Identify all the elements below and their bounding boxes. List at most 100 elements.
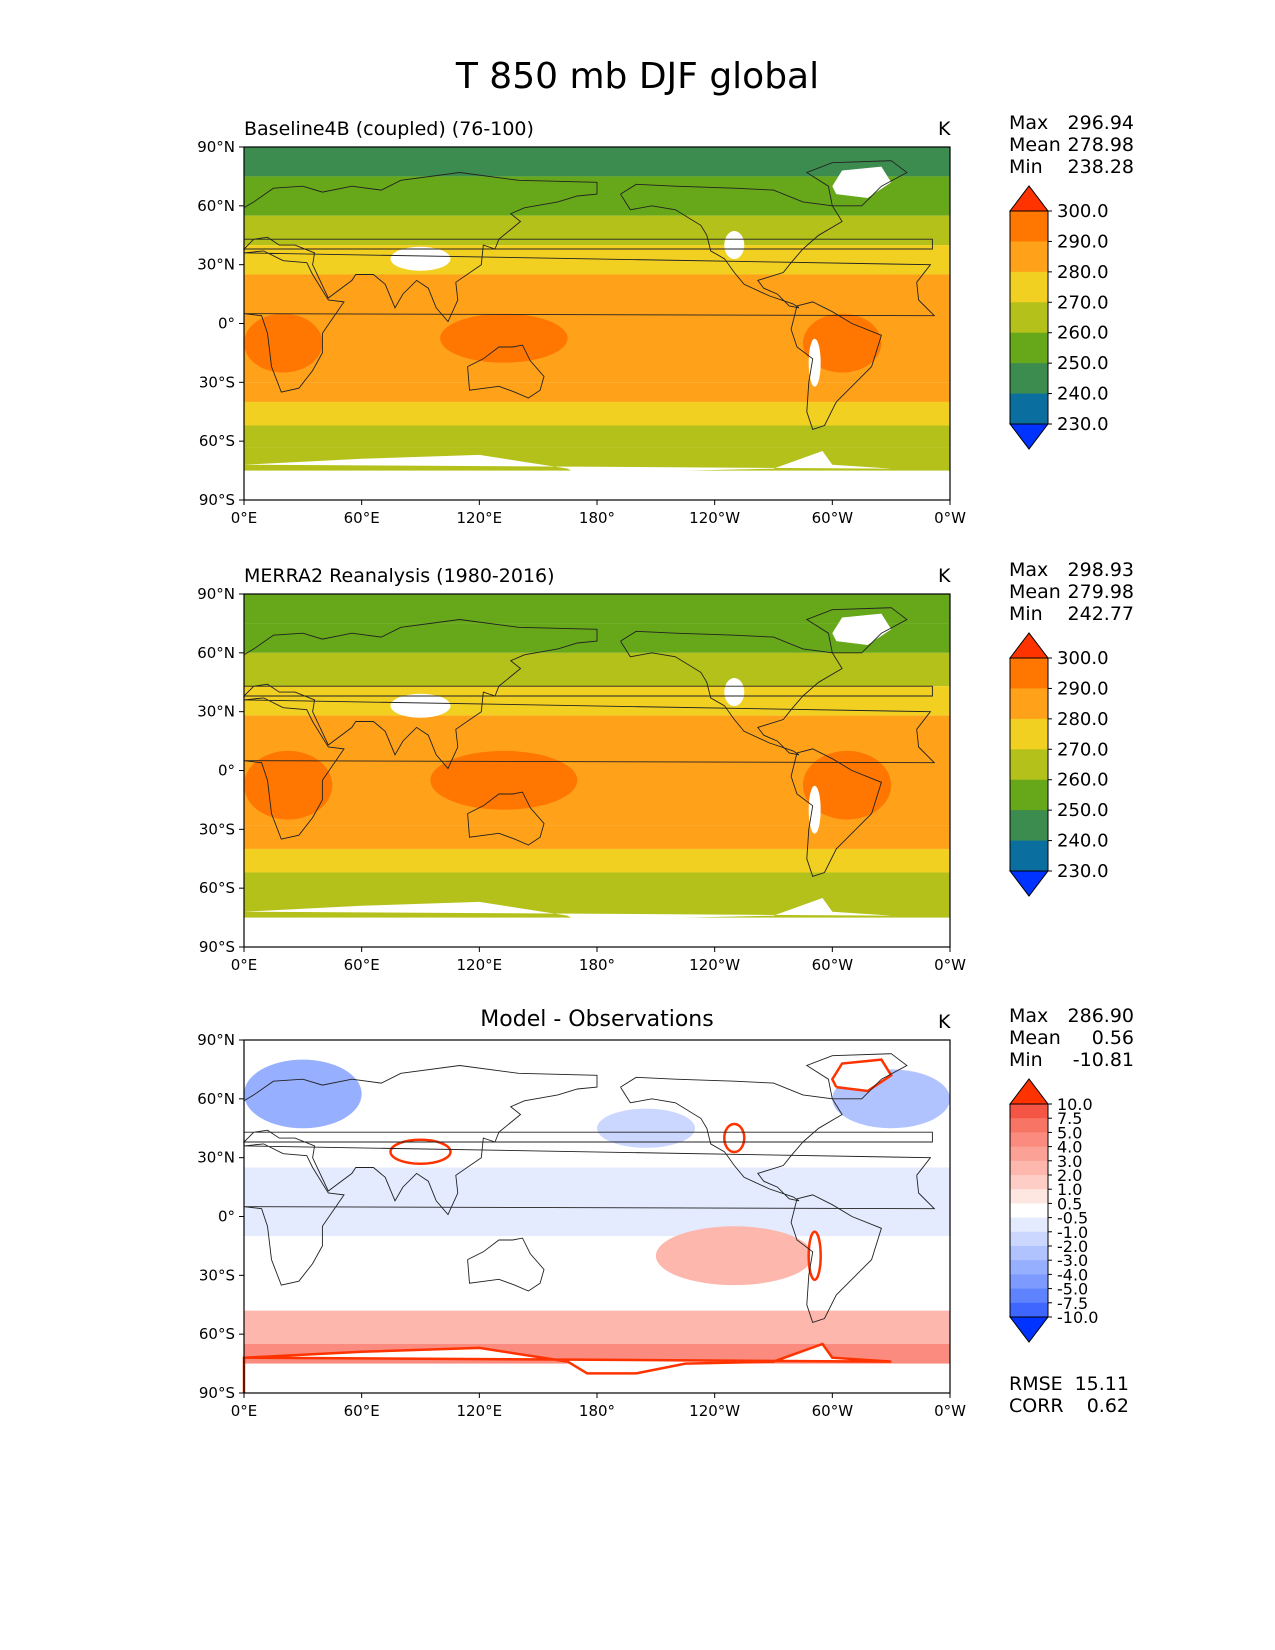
colorbar-label: 300.0 [1057, 201, 1109, 222]
colorbar-segment [1010, 1132, 1048, 1148]
lon-tick-label: 60°W [812, 509, 854, 527]
lat-tick-label: 90°S [199, 1384, 235, 1402]
coastline-namerica [620, 630, 843, 756]
stat-value: 286.90 [1067, 1005, 1134, 1027]
colorbar-label: 240.0 [1057, 384, 1109, 405]
colorbar-segment [1010, 840, 1048, 872]
stat-value: -10.81 [1072, 1049, 1134, 1071]
colorbar-label: 270.0 [1057, 292, 1109, 313]
coastline-eurasia [242, 1065, 933, 1216]
lon-tick-label: 180° [579, 1402, 615, 1420]
stat-key: Mean [1009, 134, 1061, 156]
colorbar-label: 300.0 [1057, 648, 1109, 669]
missing-tibet [390, 246, 451, 271]
coastline-greenland [805, 160, 908, 207]
stat-key: Min [1009, 603, 1043, 625]
colorbar-segment [1010, 1217, 1048, 1233]
lat-tick-label: 0° [218, 1208, 235, 1226]
coastline-samerica [790, 1194, 882, 1323]
zonal-band [244, 652, 950, 687]
colorbar-label: 5.0 [1057, 1123, 1082, 1142]
panel-3-stats: Max 286.90 Mean 0.56 Min -10.81 [1009, 1005, 1134, 1071]
colorbar-label: 250.0 [1057, 800, 1109, 821]
colorbar-segment [1010, 1288, 1048, 1304]
stat-value: 298.93 [1067, 559, 1134, 581]
colorbar-label: 240.0 [1057, 831, 1109, 852]
colorbar-segment [1010, 1160, 1048, 1176]
stat-value: 242.77 [1067, 603, 1134, 625]
stat-value: 0.56 [1091, 1027, 1134, 1049]
stat-key: Mean [1009, 581, 1061, 603]
lon-tick-label: 120°W [689, 956, 740, 974]
colorbar-segment [1010, 749, 1048, 781]
colorbar-segment [1010, 718, 1048, 750]
coastline-africa [243, 1143, 936, 1286]
coastline-africa [243, 250, 936, 393]
panel-2-units: K [938, 565, 951, 587]
stat-key: RMSE [1009, 1373, 1063, 1395]
colorbar-segment [1010, 1246, 1048, 1261]
colorbar-label: 230.0 [1057, 414, 1109, 435]
lat-tick-label: 60°N [197, 1090, 235, 1108]
stat-value: 278.98 [1067, 134, 1134, 156]
colorbar-segment [1010, 1104, 1048, 1119]
zonal-band [244, 594, 950, 624]
coastline-samerica [790, 301, 882, 430]
zonal-band [244, 686, 950, 716]
colorbar-extend-bottom [1008, 423, 1050, 450]
missing-rockies [723, 1122, 746, 1154]
colorbar-segment [1010, 241, 1048, 273]
figure-title: T 850 mb DJF global [455, 56, 820, 97]
lon-tick-label: 60°E [344, 956, 380, 974]
missing-antarctica [244, 898, 892, 947]
colorbar-label: 290.0 [1057, 678, 1109, 699]
colorbar-label: 4.0 [1057, 1138, 1082, 1157]
colorbar-label: 230.0 [1057, 861, 1109, 882]
colorbar-segment [1010, 302, 1048, 334]
bias-north-pacific-cold-bias [597, 1108, 696, 1148]
lon-tick-label: 60°E [344, 509, 380, 527]
colorbar-segment [1010, 1189, 1048, 1204]
lat-tick-label: 90°S [199, 938, 235, 956]
missing-andes [807, 1230, 822, 1281]
lat-tick-label: 60°S [199, 879, 235, 897]
missing-rockies [724, 231, 745, 260]
lon-tick-label: 0°W [934, 1402, 966, 1420]
colorbar-segment [1010, 393, 1048, 425]
colorbar-label: 1.0 [1057, 1180, 1082, 1199]
lat-tick-label: 30°S [199, 820, 235, 838]
colorbar-label: -3.0 [1057, 1251, 1088, 1270]
bias-southern-ocean-warm-bias [244, 1310, 950, 1344]
colorbar-segment [1010, 779, 1048, 811]
stat-value: 0.62 [1086, 1395, 1129, 1417]
lon-tick-label: 0°E [231, 509, 258, 527]
panel-3-axes: 90°N 60°N 30°N 0° 30°S 60°S 90°S0°E 60°E 120°E 18… [197, 1031, 966, 1420]
panel-1-map [242, 147, 950, 500]
stat-value: 238.28 [1067, 156, 1134, 178]
colorbar-segment [1010, 810, 1048, 842]
bias-tropical-cold-bias [244, 1167, 950, 1237]
colorbar-label: 270.0 [1057, 739, 1109, 760]
zonal-band [244, 245, 950, 275]
missing-andes [808, 785, 821, 834]
colorbar-frame [1009, 210, 1049, 425]
colorbar-label: -10.0 [1057, 1308, 1098, 1327]
colorbar-label: 290.0 [1057, 231, 1109, 252]
lon-tick-label: 120°E [457, 956, 503, 974]
warm-region-africa [244, 313, 323, 373]
lon-tick-label: 180° [579, 956, 615, 974]
panel-1-units: K [938, 118, 951, 140]
colorbar-segment [1010, 1302, 1048, 1318]
coastline-namerica [620, 1076, 843, 1202]
lat-tick-label: 30°N [197, 256, 235, 274]
lon-tick-label: 120°W [689, 509, 740, 527]
missing-andes [808, 338, 821, 387]
stat-key: Min [1009, 1049, 1043, 1071]
zonal-band [244, 215, 950, 246]
bias-eurasia-cold-bias [244, 1059, 362, 1129]
stat-key: CORR [1009, 1395, 1064, 1417]
coastline-australia [467, 791, 545, 846]
stat-value: 279.98 [1067, 581, 1134, 603]
colorbar-segment [1010, 211, 1048, 242]
colorbar-label: -7.5 [1057, 1294, 1088, 1313]
